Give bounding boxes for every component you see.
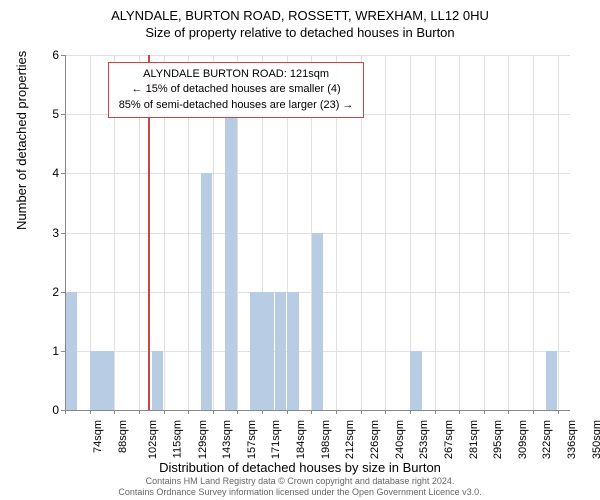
x-tick-label: 171sqm [271, 420, 283, 459]
infobox-line1: ALYNDALE BURTON ROAD: 121sqm [119, 67, 354, 82]
bar [225, 114, 237, 410]
infobox-line2: ← 15% of detached houses are smaller (4) [119, 82, 354, 97]
bar [250, 292, 262, 410]
bar [546, 351, 558, 410]
x-tick-label: 212sqm [344, 420, 356, 459]
gridline-vertical [435, 55, 436, 410]
x-tick-label: 350sqm [591, 420, 600, 459]
x-tick-label: 336sqm [566, 420, 578, 459]
y-tick-label: 2 [52, 285, 59, 299]
chart-subtitle: Size of property relative to detached ho… [0, 23, 600, 40]
x-tick-label: 309sqm [517, 420, 529, 459]
bar [65, 292, 77, 410]
footer-text: Contains HM Land Registry data © Crown c… [0, 476, 600, 498]
x-tick-label: 322sqm [542, 420, 554, 459]
chart-title: ALYNDALE, BURTON ROAD, ROSSETT, WREXHAM,… [0, 0, 600, 23]
x-tick-label: 295sqm [492, 420, 504, 459]
x-tick-label: 88sqm [117, 420, 129, 453]
x-tick-label: 102sqm [147, 420, 159, 459]
x-tick-label: 157sqm [246, 420, 258, 459]
x-tick-label: 281sqm [468, 420, 480, 459]
footer-line2: Contains Ordnance Survey information lic… [0, 487, 600, 498]
y-tick-label: 0 [52, 403, 59, 417]
x-tick-label: 253sqm [418, 420, 430, 459]
bar [152, 351, 164, 410]
gridline-vertical [508, 55, 509, 410]
info-box: ALYNDALE BURTON ROAD: 121sqm ← 15% of de… [108, 62, 365, 118]
x-tick-label: 115sqm [171, 420, 183, 458]
bar [275, 292, 287, 410]
gridline-vertical [533, 55, 534, 410]
y-axis-label: Number of detached properties [14, 51, 29, 230]
y-tick-label: 1 [52, 344, 59, 358]
y-tick-label: 4 [52, 166, 59, 180]
bar [410, 351, 422, 410]
bar [262, 292, 274, 410]
gridline-vertical [558, 55, 559, 410]
gridline-horizontal [65, 55, 570, 56]
bar [90, 351, 102, 410]
x-tick-label: 74sqm [92, 420, 104, 453]
gridline-vertical [459, 55, 460, 410]
x-tick-label: 240sqm [394, 420, 406, 459]
bar [312, 233, 324, 411]
x-tick-label: 143sqm [221, 420, 233, 459]
bar [201, 173, 213, 410]
x-tick-label: 198sqm [320, 420, 332, 459]
x-axis-label: Distribution of detached houses by size … [0, 460, 600, 475]
x-tick-label: 267sqm [443, 420, 455, 459]
y-tick-label: 3 [52, 226, 59, 240]
infobox-line3: 85% of semi-detached houses are larger (… [119, 98, 354, 113]
gridline-vertical [484, 55, 485, 410]
y-tick-label: 5 [52, 107, 59, 121]
x-tick-label: 129sqm [197, 420, 209, 459]
footer-line1: Contains HM Land Registry data © Crown c… [0, 476, 600, 487]
gridline-horizontal [65, 173, 570, 174]
x-tick-label: 184sqm [295, 420, 307, 459]
bar [102, 351, 114, 410]
y-tick-label: 6 [52, 48, 59, 62]
bar [287, 292, 299, 410]
y-axis-line [65, 55, 66, 410]
gridline-vertical [385, 55, 386, 410]
x-tick-label: 226sqm [369, 420, 381, 459]
x-axis-line [65, 410, 570, 411]
chart-container: ALYNDALE, BURTON ROAD, ROSSETT, WREXHAM,… [0, 0, 600, 500]
